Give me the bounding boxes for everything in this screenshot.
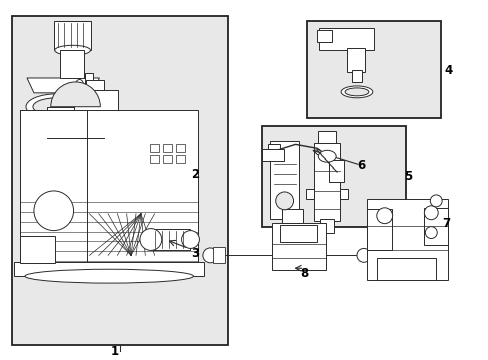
Ellipse shape [345,88,368,96]
Ellipse shape [26,94,87,120]
Bar [307,21,440,118]
Bar [20,235,55,263]
Bar [20,110,87,263]
Text: 1: 1 [111,345,119,358]
Polygon shape [27,78,99,93]
Bar [279,225,317,243]
Bar [267,144,279,154]
Bar [271,223,325,270]
Circle shape [424,206,437,220]
Bar [12,15,228,345]
Bar [213,247,224,263]
Bar [151,229,190,251]
Bar [20,110,198,263]
Bar [424,208,447,246]
Circle shape [429,195,441,207]
Bar [47,107,104,139]
Bar [317,31,331,42]
Bar [269,141,299,219]
Bar [351,70,361,82]
Circle shape [356,248,370,262]
Bar [261,149,283,161]
Circle shape [34,191,73,231]
Ellipse shape [341,86,372,98]
Bar [376,258,435,280]
Bar [86,80,104,90]
Ellipse shape [25,269,193,283]
Bar [306,189,314,199]
Circle shape [275,192,293,210]
Text: 6: 6 [356,159,365,172]
Ellipse shape [318,150,335,162]
Circle shape [203,248,217,263]
Bar [149,144,159,152]
Bar [85,73,93,88]
Text: 4: 4 [443,64,451,77]
Bar [366,209,391,251]
Bar [163,144,171,152]
Bar [281,209,303,223]
Bar [73,90,118,110]
Bar [340,189,347,199]
Wedge shape [51,82,100,107]
Bar [145,139,187,167]
Ellipse shape [55,45,90,55]
Ellipse shape [33,98,81,116]
Circle shape [376,208,392,224]
Bar [318,131,335,143]
Bar [60,50,84,78]
Bar [175,155,184,163]
Bar [163,155,171,163]
Bar [328,160,344,182]
Bar [149,155,159,163]
Bar [314,143,340,221]
Bar [319,28,373,50]
Circle shape [140,229,162,251]
Bar [346,48,364,72]
Ellipse shape [75,80,83,90]
Bar [54,21,91,50]
Bar [320,219,333,233]
Text: 3: 3 [191,247,199,260]
Bar [366,199,447,280]
Bar [14,262,204,276]
Text: 7: 7 [441,217,449,230]
Text: 2: 2 [191,168,199,181]
Text: 8: 8 [300,267,308,280]
Text: 5: 5 [404,170,412,183]
Bar [175,144,184,152]
Bar [261,126,405,227]
Circle shape [425,227,436,239]
Circle shape [181,231,199,248]
